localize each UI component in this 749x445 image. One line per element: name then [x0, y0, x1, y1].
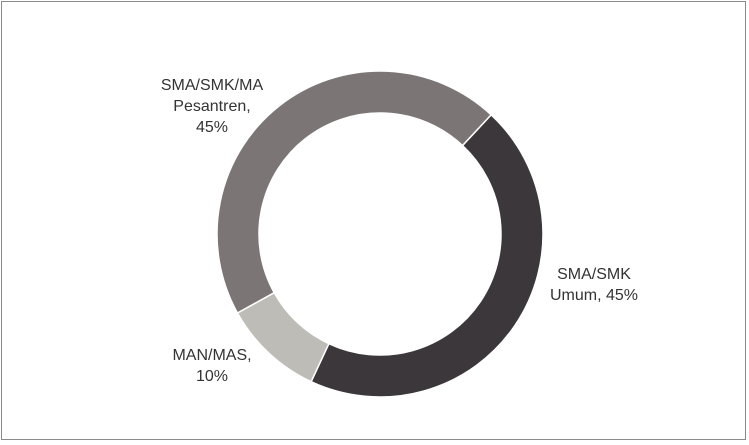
label-value: 10% [195, 368, 229, 385]
data-label: SMA/SMK Umum, 45% [542, 264, 646, 306]
label-separator: , [247, 347, 252, 364]
data-label: MAN/MAS, 10% [170, 345, 254, 387]
label-category: MAN/MAS [172, 347, 248, 364]
label-value: 45% [195, 119, 229, 136]
data-label: SMA/SMK/MA Pesantren, 45% [157, 75, 267, 138]
label-category: SMA/SMK/MA Pesantren [160, 77, 264, 115]
doughnut-slice [310, 113, 544, 398]
doughnut-slice [216, 70, 493, 315]
label-separator: , [597, 287, 602, 304]
label-category: SMA/SMK Umum [549, 266, 631, 304]
label-separator: , [246, 98, 251, 115]
label-value: 45% [605, 287, 639, 304]
